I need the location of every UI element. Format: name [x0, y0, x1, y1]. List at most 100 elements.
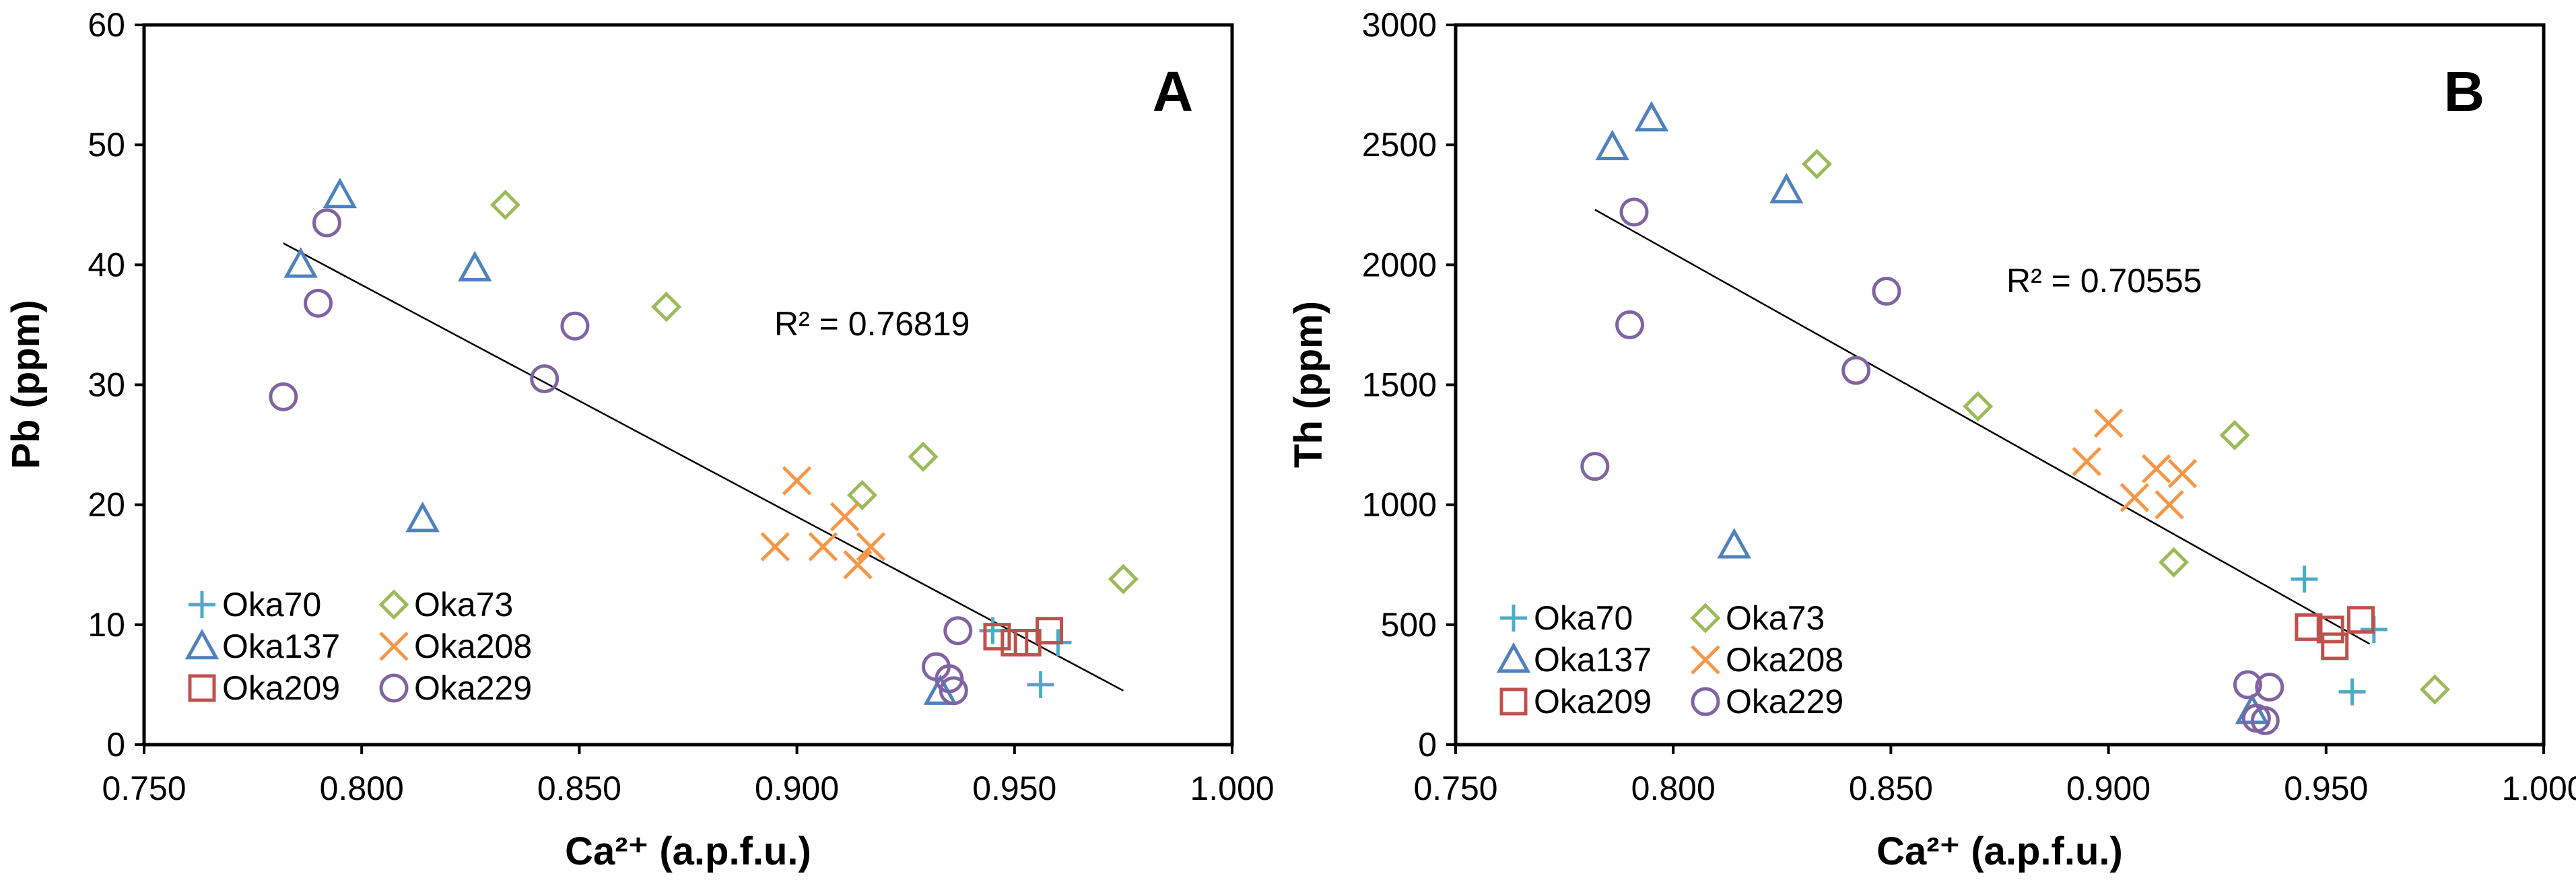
y-axis-title: Pb (ppm): [4, 300, 48, 469]
x-tick-labels: 0.750 0.800 0.850 0.900 0.950 1.000: [102, 770, 1274, 807]
tick-marks: [1446, 24, 2545, 754]
data-markers: [269, 177, 1139, 706]
x-tick-label: 0.900: [755, 770, 839, 807]
data-point-oka229: [2250, 706, 2280, 735]
legend-marker-oka209: [1499, 687, 1528, 716]
data-point-oka73: [2419, 674, 2450, 705]
data-point-oka229: [1619, 197, 1649, 227]
data-point-oka73: [847, 479, 878, 510]
legend-label-oka229: Oka229: [1726, 683, 1843, 720]
data-point-oka208: [2120, 483, 2150, 512]
data-point-oka208: [2167, 459, 2198, 489]
data-point-oka209: [2316, 615, 2344, 644]
legend-marker-shape: [1691, 645, 1720, 675]
x-tick-label: 0.950: [2284, 770, 2368, 807]
data-point-oka209: [2321, 632, 2349, 660]
legend-marker-oka208: [379, 632, 409, 661]
r-squared-label: R² = 0.70555: [2006, 262, 2202, 300]
data-point-oka70: [2291, 566, 2318, 593]
x-tick-label: 0.800: [320, 770, 404, 807]
legend-marker-shape: [1691, 687, 1720, 716]
data-point-oka137: [405, 501, 440, 533]
y-tick-label: 1500: [1362, 366, 1437, 404]
legend-label-oka137: Oka137: [222, 627, 340, 665]
legend-label-oka209: Oka209: [1534, 683, 1652, 720]
y-tick-labels: 0 500 1000 1500 2000 2500 3000: [1362, 6, 1437, 764]
x-tick-label: 0.800: [1631, 770, 1716, 807]
data-point-oka70: [2338, 678, 2366, 706]
data-point-oka229: [1615, 310, 1645, 339]
data-point-oka229: [312, 208, 341, 238]
trendline: [283, 242, 1124, 691]
legend-marker-oka73: [378, 589, 409, 620]
legend-marker-shape: [1500, 605, 1527, 632]
legend-marker-shape: [184, 628, 219, 660]
tick-marks: [135, 24, 1233, 754]
data-point-oka229: [530, 364, 560, 394]
data-point-oka229: [1841, 355, 1871, 385]
data-point-oka208: [829, 502, 860, 532]
y-tick-label: 0: [1418, 726, 1437, 764]
data-point-oka73: [908, 441, 939, 472]
legend-marker-oka70: [189, 591, 215, 618]
legend-marker-oka208: [1691, 645, 1720, 675]
legend-marker-shape: [378, 589, 409, 620]
x-axis-title: Ca²⁺ (a.p.f.u.): [565, 829, 811, 873]
data-point-oka137: [1595, 129, 1629, 161]
legend-label-oka70: Oka70: [1534, 599, 1633, 637]
data-point-oka209: [2347, 606, 2375, 634]
y-tick-label: 50: [88, 126, 125, 164]
data-point-oka208: [782, 466, 812, 496]
data-point-oka137: [1717, 528, 1751, 559]
y-tick-label: 0: [106, 726, 125, 764]
data-point-oka208: [760, 532, 790, 562]
legend-marker-oka137: [184, 628, 219, 660]
y-tick-label: 2000: [1362, 246, 1437, 283]
legend-marker-oka73: [1690, 603, 1721, 634]
data-point-oka229: [304, 288, 333, 318]
x-tick-label: 1.000: [2501, 770, 2576, 807]
data-point-oka73: [2159, 547, 2190, 578]
y-tick-label: 2500: [1362, 126, 1437, 164]
y-tick-label: 3000: [1362, 6, 1437, 44]
legend-label-oka73: Oka73: [414, 586, 513, 623]
data-point-oka73: [1801, 149, 1833, 180]
y-tick-labels: 0 10 20 30 40 50 60: [88, 6, 125, 764]
legend-marker-oka70: [1500, 605, 1527, 632]
legend-marker-shape: [379, 673, 409, 703]
data-point-oka229: [560, 311, 590, 341]
data-point-oka229: [1872, 277, 1901, 306]
data-point-oka229: [935, 664, 964, 693]
y-axis-title: Th (ppm): [1287, 301, 1330, 468]
y-tick-label: 40: [88, 246, 125, 283]
legend-marker-oka229: [379, 673, 409, 703]
data-point-oka73: [1963, 391, 1994, 422]
data-point-oka137: [458, 250, 492, 281]
data-point-oka208: [2072, 446, 2102, 477]
data-point-oka229: [2255, 672, 2284, 702]
data-point-oka209: [1013, 629, 1042, 657]
legend-marker-oka209: [188, 674, 216, 702]
x-tick-label: 0.750: [102, 770, 186, 807]
legend-label-oka208: Oka208: [1726, 641, 1843, 679]
legend-marker-shape: [1496, 642, 1531, 673]
data-point-oka209: [2295, 613, 2323, 641]
data-point-oka137: [1634, 100, 1669, 132]
legend: Oka70 Oka73 Oka137 Oka208 Oka209 Oka229: [184, 586, 532, 707]
panel-a: 0.750 0.800 0.850 0.900 0.950 1.000 0 10…: [4, 6, 1275, 873]
x-tick-labels: 0.750 0.800 0.850 0.900 0.950 1.000: [1413, 770, 2576, 807]
legend-label-oka137: Oka137: [1534, 641, 1652, 679]
data-point-oka137: [1769, 172, 1804, 204]
legend-label-oka70: Oka70: [222, 586, 321, 623]
x-tick-label: 0.950: [972, 770, 1056, 807]
data-point-oka229: [1580, 452, 1610, 481]
x-axis-title: Ca²⁺ (a.p.f.u.): [1876, 829, 2123, 873]
x-tick-label: 0.850: [1849, 770, 1933, 807]
data-markers: [1580, 100, 2450, 735]
data-point-oka73: [2219, 419, 2250, 450]
legend-label-oka229: Oka229: [414, 669, 532, 707]
data-point-oka73: [489, 189, 521, 220]
data-point-oka137: [283, 247, 318, 278]
legend-marker-shape: [379, 632, 409, 661]
